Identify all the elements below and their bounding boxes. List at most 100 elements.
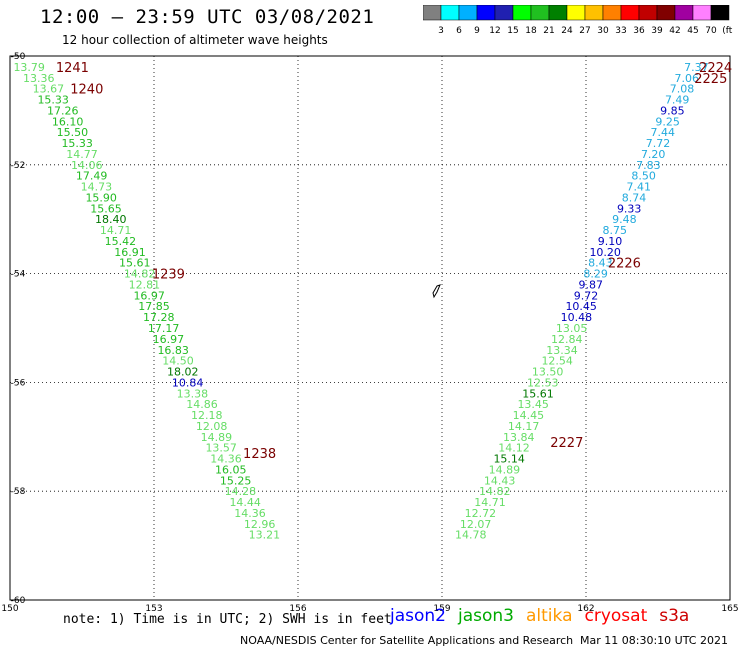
wave-height-value: 10.45 xyxy=(565,300,597,313)
wave-height-value: 7.83 xyxy=(636,159,661,172)
pass-label: 1239 xyxy=(152,268,185,283)
lon-tick-label: 156 xyxy=(289,604,306,614)
wave-height-value: 7.08 xyxy=(670,83,695,96)
wave-height-value: 12.53 xyxy=(527,376,559,389)
wave-height-value: 15.33 xyxy=(37,94,69,107)
wave-height-value: 7.37 xyxy=(684,61,709,74)
wave-height-value: 14.17 xyxy=(508,420,540,433)
wave-height-value: 9.72 xyxy=(574,289,599,302)
pass-label: 1241 xyxy=(56,61,89,76)
page-subtitle: 12 hour collection of altimeter wave hei… xyxy=(62,33,328,47)
pass-label: 1240 xyxy=(70,83,103,98)
wave-height-value: 14.89 xyxy=(489,463,521,476)
wave-height-value: 12.84 xyxy=(551,333,583,346)
wave-height-value: 13.36 xyxy=(23,72,55,85)
wave-height-value: 9.85 xyxy=(660,104,685,117)
map-frame xyxy=(9,55,731,601)
wave-height-value: 12.81 xyxy=(129,278,161,291)
wave-height-value: 8.43 xyxy=(588,257,613,270)
wave-height-value: 7.06 xyxy=(675,72,700,85)
wave-height-value: 15.14 xyxy=(493,453,525,466)
wave-height-value: 15.33 xyxy=(61,137,93,150)
wave-height-value: 14.89 xyxy=(201,431,233,444)
lat-tick-label: -52 xyxy=(11,161,26,171)
wave-height-value: 15.61 xyxy=(522,387,554,400)
lat-tick-label: -50 xyxy=(11,52,26,62)
wave-height-value: 14.71 xyxy=(474,496,506,509)
wave-height-value: 13.45 xyxy=(517,398,549,411)
scale-label: 6 xyxy=(456,26,462,36)
wave-height-value: 8.74 xyxy=(622,191,647,204)
scale-label: (ft) xyxy=(722,26,733,36)
wave-height-value: 9.48 xyxy=(612,213,637,226)
wave-height-value: 12.07 xyxy=(460,518,492,531)
lat-tick-label: -60 xyxy=(11,596,26,606)
scale-label: 21 xyxy=(543,26,554,36)
wave-height-value: 12.72 xyxy=(465,507,497,520)
wave-height-value: 17.85 xyxy=(138,300,170,313)
pass-label: 2227 xyxy=(550,436,583,451)
wave-height-value: 15.25 xyxy=(220,474,252,487)
wave-height-value: 16.97 xyxy=(153,333,185,346)
wave-height-value: 12.08 xyxy=(196,420,228,433)
wave-height-value: 18.02 xyxy=(167,366,199,379)
scale-label: 70 xyxy=(705,26,717,36)
wave-height-value: 16.83 xyxy=(157,344,189,357)
pass-label: 1238 xyxy=(243,447,276,462)
wave-height-value: 16.10 xyxy=(52,115,84,128)
wave-height-value: 13.21 xyxy=(249,529,281,542)
pass-label: 2226 xyxy=(608,257,641,272)
wave-height-value: 8.50 xyxy=(631,170,656,183)
wave-height-value: 14.71 xyxy=(100,224,132,237)
wave-height-value: 12.96 xyxy=(244,518,276,531)
wave-height-value: 12.18 xyxy=(191,409,223,422)
scale-label: 36 xyxy=(633,26,645,36)
wave-height-value: 13.05 xyxy=(556,322,588,335)
wave-height-value: 16.91 xyxy=(114,246,146,259)
scale-label: 45 xyxy=(687,26,698,36)
wave-height-value: 15.61 xyxy=(119,257,151,270)
wave-height-value: 14.50 xyxy=(162,355,194,368)
wave-height-value: 14.36 xyxy=(210,453,242,466)
wave-height-value: 14.78 xyxy=(455,529,487,542)
satellite-legend-item: cryosat xyxy=(584,606,648,626)
pass-label: 2224 xyxy=(699,61,732,76)
wave-height-value: 14.43 xyxy=(484,474,516,487)
island-outline xyxy=(432,284,441,299)
lat-tick-label: -58 xyxy=(11,487,26,497)
footnote: note: 1) Time is in UTC; 2) SWH is in fe… xyxy=(63,612,392,627)
wave-height-value: 13.67 xyxy=(33,83,65,96)
scale-label: 42 xyxy=(669,26,680,36)
wave-height-value: 8.29 xyxy=(583,268,608,281)
wave-height-value: 7.72 xyxy=(646,137,671,150)
wave-height-value: 14.36 xyxy=(234,507,266,520)
wave-height-value: 12.54 xyxy=(541,355,573,368)
scale-label: 39 xyxy=(651,26,663,36)
wave-height-value: 14.86 xyxy=(186,398,218,411)
wave-height-value: 9.33 xyxy=(617,202,642,215)
wave-height-value: 15.42 xyxy=(105,235,137,248)
wave-height-value: 13.84 xyxy=(503,431,535,444)
lon-tick-label: 165 xyxy=(721,604,738,614)
wave-height-value: 15.65 xyxy=(90,202,122,215)
wave-height-value: 16.97 xyxy=(133,289,165,302)
wave-height-value: 13.34 xyxy=(546,344,578,357)
wave-height-value: 14.28 xyxy=(225,485,257,498)
wave-height-value: 13.79 xyxy=(13,61,45,74)
scale-label: 18 xyxy=(525,26,537,36)
lon-tick-label: 162 xyxy=(577,604,594,614)
wave-height-value: 14.45 xyxy=(513,409,545,422)
satellite-legend-item: altika xyxy=(526,606,573,626)
satellite-legend-item: jason2 xyxy=(390,606,446,626)
wave-height-value: 14.06 xyxy=(71,159,103,172)
wave-height-value: 9.25 xyxy=(655,115,680,128)
wave-height-value: 9.87 xyxy=(579,278,604,291)
scale-label: 27 xyxy=(579,26,590,36)
wave-height-value: 14.12 xyxy=(498,442,530,455)
scale-label: 33 xyxy=(615,26,626,36)
scale-label: 15 xyxy=(507,26,518,36)
satellite-legend: jason2 jason3 altika cryosat s3a xyxy=(390,606,701,626)
wave-height-value: 7.20 xyxy=(641,148,666,161)
wave-height-value: 14.44 xyxy=(229,496,261,509)
